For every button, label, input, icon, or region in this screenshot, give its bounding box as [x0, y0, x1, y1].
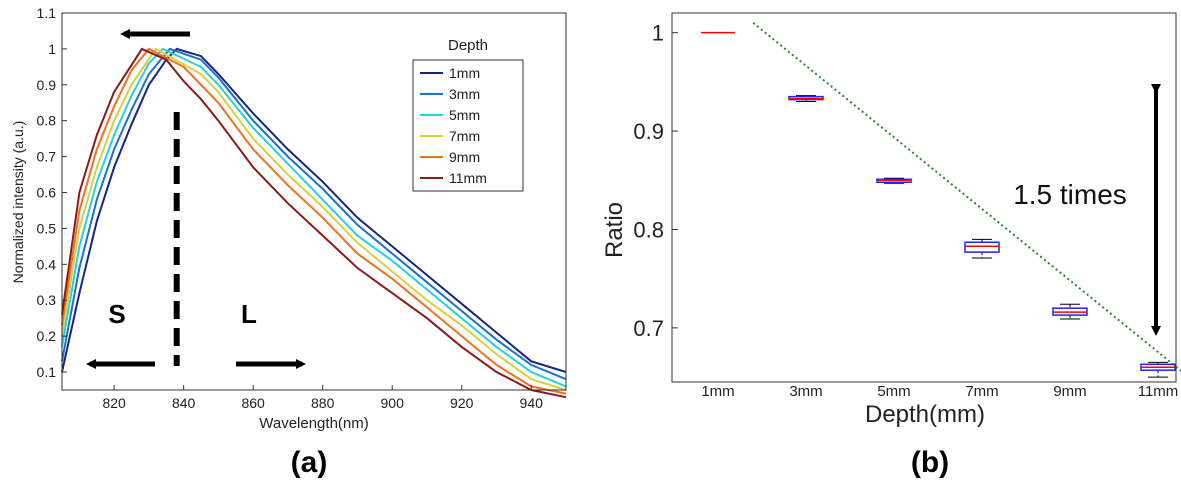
panel-a-y-tick-label-5: 0.6 — [37, 185, 57, 201]
panel-a-y-tick-label-9: 1 — [48, 41, 56, 57]
panel-b-box-9mm — [1052, 303, 1088, 320]
panel-a-y-tick-label-3: 0.4 — [37, 256, 57, 272]
panel-a-x-tick-label-6: 940 — [520, 395, 544, 411]
panel-a-y-axis-label: Normalized intensity (a.u.) — [10, 121, 26, 284]
panel-a-series-line-5 — [61, 47, 567, 395]
panel-b-x-tick-label-6: 11mm — [1138, 383, 1179, 400]
panel-b-y-axis-label: Ratio — [601, 202, 628, 258]
panel-b-x-axis-label: Depth(mm) — [865, 401, 985, 428]
panel-b-annotation: 1.5 times — [1013, 179, 1127, 210]
panel-a-y-tick-label-1: 0.2 — [37, 328, 57, 344]
panel-b-y-tick-label-0: 0.7 — [633, 316, 664, 341]
panel-a-x-tick-label-1: 840 — [172, 395, 196, 411]
panel-a-y-tick-label-0: 0.1 — [37, 364, 57, 380]
panel-a-y-tick-label-6: 0.7 — [37, 149, 57, 165]
panel-a-series-line-3 — [61, 47, 567, 388]
panel-b-x-tick-label-4: 7mm — [965, 383, 998, 400]
panel-b-y-tick-label-3: 1 — [652, 21, 664, 46]
panel-b-box-7mm — [964, 238, 1000, 259]
panel-a-series-line-2 — [61, 47, 567, 381]
panel-a-x-tick-label-3: 880 — [311, 395, 335, 411]
panel-a-plot-frame — [61, 12, 567, 391]
panel-a-legend-entry-2: 3mm — [449, 86, 480, 102]
panel-a-label: (a) — [291, 446, 328, 479]
panel-a-y-tick-label-7: 0.8 — [37, 113, 57, 129]
panel-a-x-axis-label: Wavelength(nm) — [259, 415, 368, 432]
panel-a-legend-entry-4: 7mm — [449, 128, 480, 144]
panel-b-x-tick-label-2: 3mm — [789, 383, 822, 400]
panel-b-y-tick-label-2: 0.9 — [633, 119, 664, 144]
panel-a-x-tick-label-2: 860 — [241, 395, 265, 411]
panel-a: 0.1 0.2 0.3 0.4 0.5 0.6 0.7 0.8 0.9 1 1.1 820 840 86… — [10, 5, 567, 479]
panel-a-legend-title: Depth — [448, 37, 488, 54]
panel-b-box-11mm — [1140, 361, 1176, 378]
panel-b-box-3mm — [788, 95, 824, 103]
panel-a-y-tick-label-8: 0.9 — [37, 77, 57, 93]
panel-b: 0.7 0.8 0.9 1 1mm 3mm 5mm 7mm 9mm 11mm 1.5 times… — [601, 12, 1181, 479]
panel-a-x-tick-label-5: 920 — [450, 395, 474, 411]
panel-b-y-tick-label-1: 0.8 — [633, 217, 664, 242]
panel-b-iqr-box-4 — [964, 241, 1000, 253]
panel-b-boxes — [701, 31, 1176, 378]
panel-a-legend-entry-6: 11mm — [449, 170, 487, 186]
panel-a-legend: 1mm 3mm 5mm 7mm 9mm 11mm — [420, 65, 487, 186]
panel-a-x-ticks: 820 840 860 880 900 920 940 — [102, 385, 543, 411]
panel-b-x-ticks: 1mm 3mm 5mm 7mm 9mm 11mm — [701, 383, 1178, 400]
panel-a-x-tick-label-0: 820 — [102, 395, 126, 411]
panel-a-long-label: L — [241, 299, 257, 329]
panel-a-legend-entry-1: 1mm — [449, 65, 480, 81]
panel-a-x-tick-label-4: 900 — [381, 395, 405, 411]
panel-a-y-tick-label-4: 0.5 — [37, 220, 57, 236]
panel-b-label: (b) — [911, 446, 949, 479]
panel-b-x-tick-label-3: 5mm — [877, 383, 910, 400]
panel-a-legend-entry-5: 9mm — [449, 149, 480, 165]
panel-b-trend-line — [752, 22, 1181, 373]
panel-b-x-tick-label-1: 1mm — [701, 383, 734, 400]
panel-b-box-5mm — [876, 177, 912, 184]
panel-a-series-line-6 — [61, 47, 567, 399]
panel-a-y-tick-label-2: 0.3 — [37, 292, 57, 308]
panel-a-legend-box — [412, 59, 524, 192]
panel-a-legend-entry-3: 5mm — [449, 107, 480, 123]
panel-b-plot-frame — [671, 12, 1177, 383]
panel-a-y-ticks: 0.1 0.2 0.3 0.4 0.5 0.6 0.7 0.8 0.9 1 1.1 — [37, 5, 67, 380]
panel-b-y-ticks: 0.7 0.8 0.9 1 — [633, 21, 678, 341]
panel-a-series-line-4 — [61, 47, 567, 391]
panel-a-y-tick-label-10: 1.1 — [37, 5, 57, 21]
panel-b-x-tick-label-5: 9mm — [1053, 383, 1086, 400]
panel-a-series-lines — [61, 47, 567, 399]
panel-a-short-label: S — [108, 299, 125, 329]
panel-a-series-line-1 — [61, 47, 567, 373]
